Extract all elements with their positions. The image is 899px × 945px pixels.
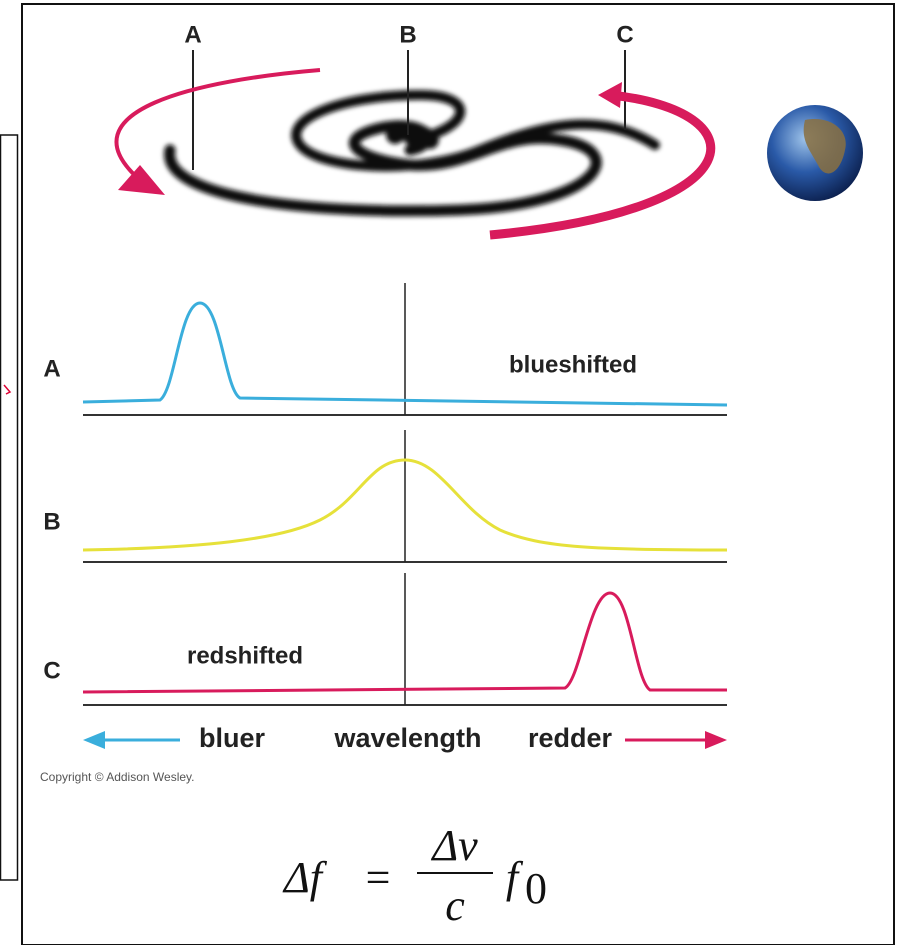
galaxy-label: B — [399, 21, 416, 48]
galaxy-label: C — [616, 21, 633, 48]
annotation: redshifted — [187, 642, 303, 669]
galaxy-label: A — [184, 21, 201, 48]
formula-factor: f — [506, 853, 524, 902]
arrow-head — [598, 82, 622, 108]
rotation-arrow — [489, 90, 716, 240]
copyright: Copyright © Addison Wesley. — [40, 770, 194, 784]
arrow-head — [705, 731, 727, 749]
formula-subscript: 0 — [525, 864, 547, 913]
galaxy — [164, 89, 660, 217]
annotation: blueshifted — [509, 351, 637, 378]
formula-numerator: Δv — [430, 821, 478, 870]
earth-land — [803, 119, 846, 174]
rotation-arrow — [114, 68, 321, 182]
main-frame — [21, 3, 895, 945]
spectrum-label: B — [43, 508, 60, 535]
axis-label: redder — [528, 723, 613, 753]
spectrum-label: C — [43, 657, 60, 684]
spectrum-label: A — [43, 355, 60, 382]
formula-equals: = — [366, 853, 391, 902]
side-panel — [0, 134, 19, 881]
formula-lhs: Δf — [282, 853, 328, 902]
formula-denominator: c — [445, 881, 465, 930]
axis-label: wavelength — [333, 723, 481, 753]
arrow-head — [118, 165, 165, 195]
arrow-head — [83, 731, 105, 749]
axis-label: bluer — [199, 723, 266, 753]
spectrum-a — [82, 283, 728, 416]
spectrum-b — [82, 430, 728, 563]
side-arrow — [3, 384, 12, 395]
spectrum-c — [82, 573, 727, 706]
